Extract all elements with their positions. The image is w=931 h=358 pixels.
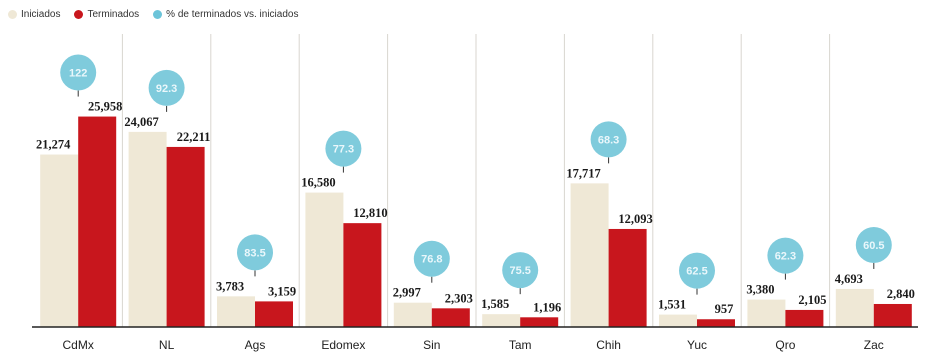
legend-label-iniciados: Iniciados (21, 8, 61, 20)
bar-iniciados (835, 288, 874, 327)
legend-item-percent: % de terminados vs. iniciados (153, 9, 298, 20)
value-label-terminados: 22,211 (177, 130, 211, 144)
bar-iniciados (747, 299, 786, 327)
value-label-iniciados: 1,585 (481, 297, 509, 311)
bar-terminados (431, 308, 470, 327)
category-label: NL (159, 338, 175, 352)
category-label: Zac (864, 338, 884, 352)
value-label-iniciados: 4,693 (835, 272, 863, 286)
percent-bubble (590, 121, 627, 158)
percent-bubble (237, 234, 273, 271)
bar-iniciados (482, 314, 521, 327)
category-label: Qro (775, 338, 795, 352)
bar-terminados (608, 228, 647, 327)
bar-terminados (785, 309, 824, 327)
legend-item-iniciados: Iniciados (8, 9, 60, 20)
value-label-terminados: 25,958 (88, 100, 122, 114)
value-label-terminados: 12,810 (353, 206, 387, 220)
category-label: Tam (509, 338, 532, 352)
percent-label: 60.5 (863, 240, 884, 252)
bar-iniciados (570, 183, 609, 327)
bar-terminados (873, 303, 912, 327)
bar-terminados (343, 223, 382, 327)
percent-label: 92.3 (156, 83, 177, 95)
legend-swatch-terminados (74, 9, 84, 19)
bar-terminados (697, 319, 735, 327)
value-label-terminados: 957 (715, 302, 734, 316)
percent-label: 83.5 (244, 247, 265, 259)
category-label: Edomex (321, 338, 365, 352)
category-label: Ags (245, 338, 266, 352)
percent-bubble (60, 54, 97, 91)
value-label-iniciados: 2,997 (393, 286, 421, 300)
percent-bubble (148, 69, 185, 106)
value-label-terminados: 2,303 (445, 291, 473, 305)
value-label-terminados: 2,840 (887, 287, 915, 301)
percent-label: 62.3 (775, 251, 796, 263)
value-label-iniciados: 21,274 (36, 138, 71, 152)
legend-swatch-iniciados (8, 9, 17, 19)
value-label-terminados: 1,196 (533, 300, 561, 314)
bar-iniciados (217, 296, 255, 327)
value-label-iniciados: 3,783 (216, 279, 244, 293)
percent-label: 68.3 (598, 134, 619, 146)
value-label-iniciados: 3,380 (746, 283, 774, 297)
legend-swatch-percent (153, 9, 163, 19)
bar-iniciados (40, 154, 79, 327)
bar-terminados (520, 317, 559, 327)
category-label: Sin (423, 338, 440, 352)
percent-label: 75.5 (509, 265, 530, 277)
category-label: CdMx (63, 338, 94, 352)
value-label-terminados: 3,159 (268, 284, 296, 298)
value-label-iniciados: 17,717 (566, 166, 600, 180)
percent-bubble (767, 237, 804, 274)
value-label-iniciados: 1,531 (658, 298, 686, 312)
percent-bubble (502, 252, 539, 289)
value-label-iniciados: 16,580 (301, 176, 335, 190)
category-label: Chih (596, 338, 621, 352)
bar-iniciados (659, 314, 697, 327)
value-label-iniciados: 24,067 (124, 115, 158, 129)
bar-iniciados (128, 131, 167, 327)
legend: Iniciados Terminados % de terminados vs.… (8, 6, 298, 22)
percent-label: 77.3 (333, 144, 354, 156)
bar-terminados (255, 301, 293, 327)
bar-terminados (78, 116, 117, 328)
legend-label-percent: % de terminados vs. iniciados (166, 8, 299, 20)
percent-bubble (325, 130, 362, 167)
legend-label-terminados: Terminados (87, 8, 140, 20)
bar-terminados (166, 146, 205, 327)
percent-label: 76.8 (421, 254, 442, 266)
value-label-terminados: 2,105 (798, 293, 826, 307)
percent-label: 62.5 (686, 266, 707, 278)
percent-label: 122 (69, 68, 87, 80)
percent-bubble (855, 226, 892, 263)
percent-bubble (413, 240, 450, 277)
bar-iniciados (393, 302, 432, 327)
percent-bubble (679, 252, 715, 289)
legend-item-terminados: Terminados (74, 9, 139, 20)
category-label: Yuc (687, 338, 707, 352)
bar-iniciados (305, 192, 344, 327)
value-label-terminados: 12,093 (618, 212, 652, 226)
